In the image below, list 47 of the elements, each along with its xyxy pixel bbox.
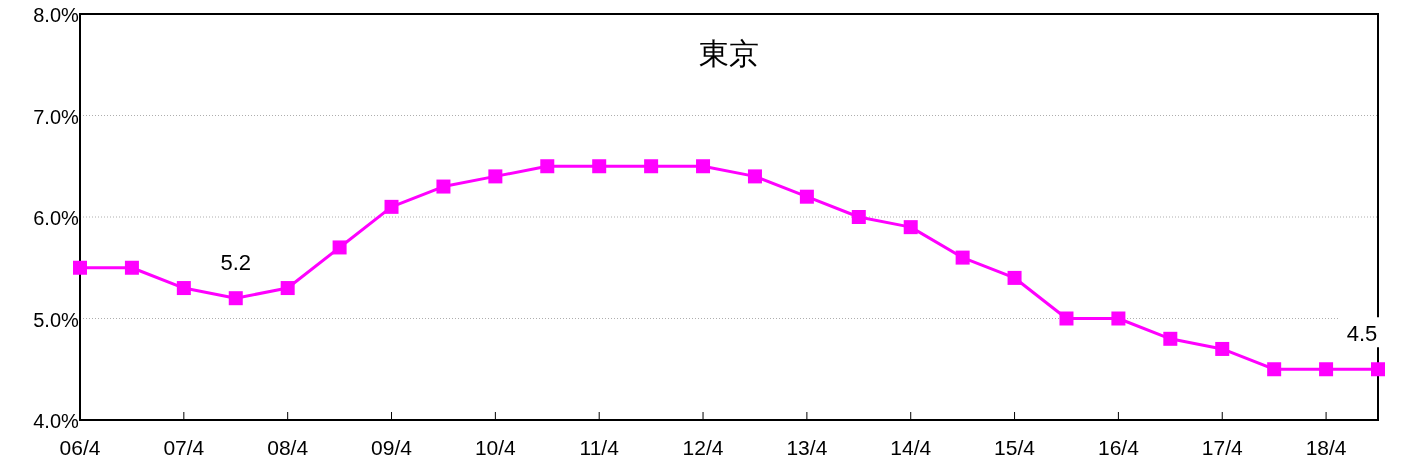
point <box>1163 331 1178 346</box>
point <box>696 159 711 174</box>
point <box>176 281 191 296</box>
x-tick-label: 09/4 <box>371 436 413 459</box>
point <box>747 169 762 184</box>
x-tick-label: 16/4 <box>1097 436 1140 459</box>
x-tick-label: 06/4 <box>59 436 101 459</box>
point <box>488 169 503 184</box>
x-tick-label: 12/4 <box>682 436 724 459</box>
point <box>1319 362 1334 377</box>
y-tick-label: 8.0% <box>33 4 80 26</box>
text: 東京 <box>699 37 759 70</box>
point <box>436 179 451 194</box>
y-tick-label: 4.0% <box>33 410 80 432</box>
x-tick-label: 07/4 <box>163 436 205 459</box>
x-tick-label: 15/4 <box>994 436 1036 459</box>
x-tick-label: 08/4 <box>267 436 309 459</box>
point <box>851 210 866 224</box>
data-label: 4.5 <box>1346 321 1378 347</box>
point <box>540 159 555 174</box>
data-label: 5.2 <box>220 250 252 276</box>
y-tick-label: 7.0% <box>33 105 80 128</box>
x-tick-label: 18/4 <box>1305 436 1347 459</box>
x-tick-label: 11/4 <box>579 436 620 459</box>
point <box>280 281 295 296</box>
y-tick-label: 5.0% <box>33 308 80 331</box>
point <box>384 199 399 214</box>
x-tick-label: 17/4 <box>1201 436 1243 459</box>
point <box>1267 362 1282 377</box>
point <box>799 189 814 204</box>
point <box>124 260 139 275</box>
point <box>644 159 659 174</box>
point <box>955 250 970 265</box>
point <box>1215 341 1230 356</box>
point <box>592 159 607 174</box>
point <box>1111 311 1126 326</box>
y-tick-label: 6.0% <box>33 207 80 229</box>
point <box>73 260 87 275</box>
point <box>1007 270 1022 285</box>
x-tick-label: 14/4 <box>890 436 932 459</box>
x-tick-label: 10/4 <box>474 436 517 459</box>
point <box>1059 311 1074 326</box>
point <box>903 220 918 235</box>
x-tick-label: 13/4 <box>786 436 828 459</box>
point <box>228 291 243 306</box>
point <box>1371 362 1385 377</box>
point <box>332 240 347 255</box>
